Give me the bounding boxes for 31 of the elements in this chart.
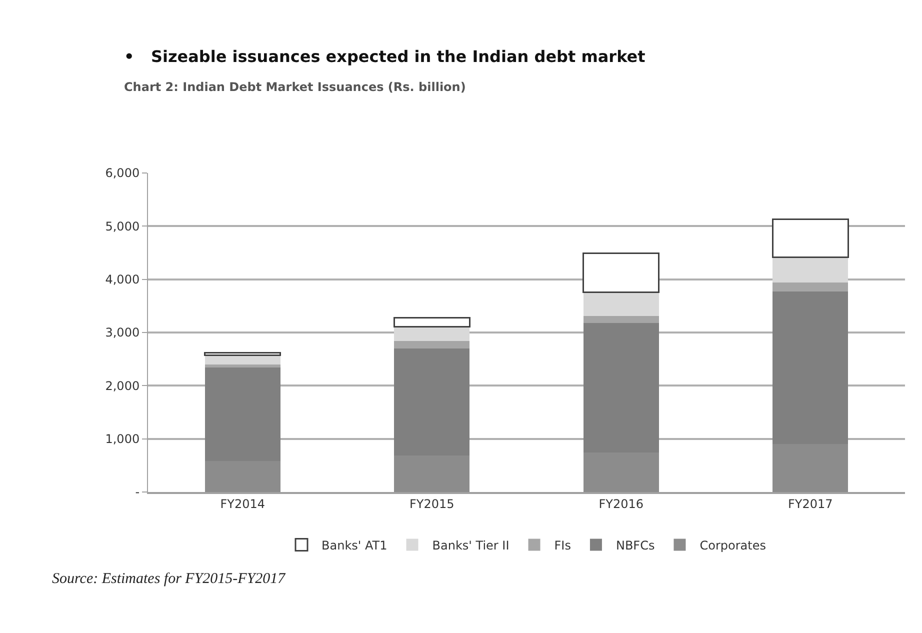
x-tick-label: FY2016 xyxy=(598,497,644,512)
chart-subtitle: Chart 2: Indian Debt Market Issuances (Rs. billion) xyxy=(124,80,466,94)
chart-title: • Sizeable issuances expected in the Indian debt market xyxy=(124,47,646,66)
legend-label: Corporates xyxy=(700,538,766,552)
bar xyxy=(204,355,280,365)
y-tick-label: 3,000 xyxy=(105,326,140,340)
bar xyxy=(394,341,470,348)
x-tick-label: FY2015 xyxy=(409,497,454,512)
bar xyxy=(204,364,280,368)
legend-label: Banks' Tier II xyxy=(432,538,510,552)
y-tick-label: 6,000 xyxy=(105,166,140,180)
y-tick-label: 5,000 xyxy=(105,219,140,234)
source-note: Source: Estimates for FY2015-FY2017 xyxy=(52,571,287,587)
bar xyxy=(583,316,659,323)
x-tick-label: FY2014 xyxy=(220,497,266,512)
legend-label: Banks' AT1 xyxy=(322,538,388,552)
legend-label: FIs xyxy=(554,538,571,552)
bar xyxy=(393,317,470,328)
bar xyxy=(583,292,659,316)
y-tick-label: 4,000 xyxy=(105,272,140,287)
y-tick-label: 2,000 xyxy=(105,378,140,393)
bar xyxy=(204,352,282,356)
bar xyxy=(772,257,848,282)
bar xyxy=(582,252,660,294)
y-tick-label: 1,000 xyxy=(105,432,140,446)
bar xyxy=(772,282,848,292)
bar xyxy=(772,218,849,258)
y-tick-label: - xyxy=(135,485,140,500)
bar xyxy=(394,326,470,342)
legend-label: NBFCs xyxy=(616,538,655,552)
x-tick-label: FY2017 xyxy=(788,497,833,512)
